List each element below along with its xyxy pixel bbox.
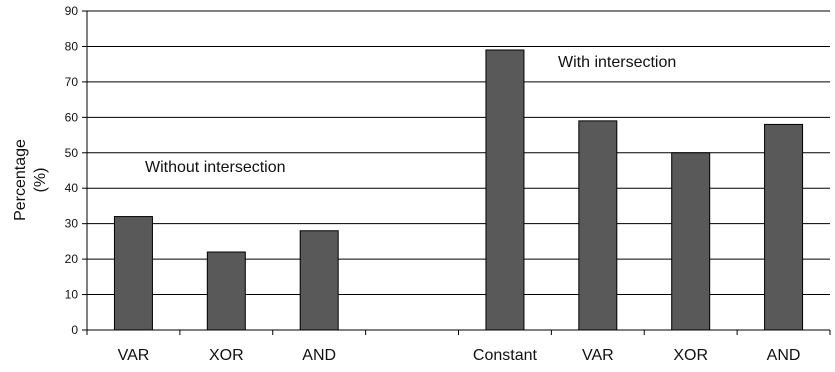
x-tick-label: AND <box>302 347 336 364</box>
bar-var-5 <box>578 120 618 331</box>
bars <box>113 49 804 331</box>
y-tick-label: 0 <box>71 323 78 337</box>
bar-xor-1 <box>206 251 246 331</box>
x-tick-label: Constant <box>473 347 538 364</box>
x-tick-labels: VAR XOR AND Constant VAR XOR AND <box>86 330 831 364</box>
annotation-with-intersection: With intersection <box>558 54 676 71</box>
annotation-without-intersection: Without intersection <box>145 159 286 176</box>
y-tick-label: 70 <box>65 75 79 89</box>
y-tick-label: 40 <box>65 181 79 195</box>
bar-and-7 <box>764 123 804 331</box>
bar-var-0 <box>113 216 153 331</box>
bar-xor-6 <box>671 152 711 331</box>
grid-lines <box>87 10 830 296</box>
y-tick-label: 30 <box>65 217 79 231</box>
y-tick-labels: 0 10 20 30 40 50 60 70 80 90 <box>65 4 87 337</box>
x-tick-label: XOR <box>209 347 244 364</box>
y-axis-title-line2: (%) <box>32 168 49 193</box>
y-tick-label: 60 <box>65 110 79 124</box>
y-tick-label: 20 <box>65 252 79 266</box>
y-tick-label: 10 <box>65 288 79 302</box>
x-tick-label: XOR <box>673 347 708 364</box>
y-axis-title-line1: Percentage <box>12 139 29 221</box>
y-tick-label: 90 <box>65 4 79 18</box>
bar-constant-4 <box>485 49 525 331</box>
y-tick-label: 80 <box>65 39 79 53</box>
x-tick-label: VAR <box>118 347 150 364</box>
x-tick-label: VAR <box>582 347 614 364</box>
y-tick-label: 50 <box>65 146 79 160</box>
x-tick-label: AND <box>767 347 801 364</box>
bar-and-2 <box>299 230 339 331</box>
